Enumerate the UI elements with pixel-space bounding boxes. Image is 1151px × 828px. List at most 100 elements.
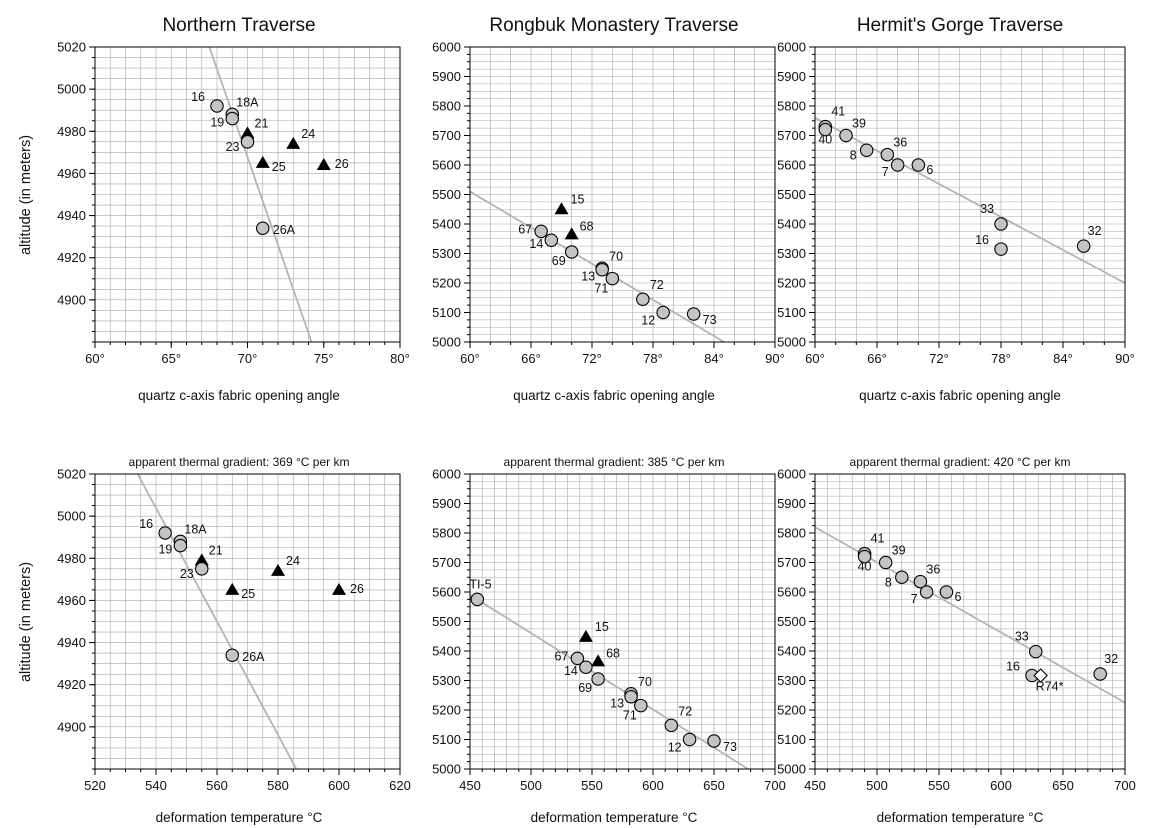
grid-lines [814,473,1126,770]
data-point-circle [994,217,1008,231]
x-tick-label: 80° [390,351,410,366]
data-point-label: TI-5 [469,577,491,591]
panel-northern-traverse-temperature: apparent thermal gradient: 369 °C per km… [57,455,411,825]
thermal-gradient-caption: apparent thermal gradient: 420 °C per km [850,455,1071,469]
y-tick-label: 5900 [432,69,461,84]
x-tick-label: 500 [866,778,888,793]
data-point-circle [579,660,593,674]
y-tick-label: 5500 [777,614,806,629]
data-point-circle [595,262,609,277]
y-tick-label: 5100 [432,305,461,320]
x-tick-label: 620 [389,778,411,793]
y-tick-label: 5000 [57,82,86,97]
x-tick-label: 700 [1114,778,1136,793]
data-point-circle [591,672,605,686]
y-tick-label: 4920 [57,677,86,692]
data-point-label: 25 [272,160,286,174]
x-tick-label: 65° [161,351,181,366]
data-point-circle [210,99,224,113]
y-tick-label: 5020 [57,467,86,482]
data-point-circle [919,585,934,599]
x-tick-label: 450 [804,778,826,793]
data-point-label: 15 [571,192,585,206]
data-point-label: 32 [1104,652,1118,666]
data-point-label: 8 [850,148,857,162]
data-point-circle [656,305,670,320]
y-tick-label: 4960 [57,593,86,608]
panel-title: Northern Traverse [162,15,315,36]
data-point-label: 21 [209,543,223,557]
data-point-label: 26 [335,157,349,171]
y-tick-label: 5000 [777,762,806,777]
data-point-label: 8 [885,575,892,589]
y-tick-label: 5200 [432,703,461,718]
data-point-triangle [255,155,270,168]
y-tick-label: 5000 [57,509,86,524]
y-tick-label: 5600 [777,585,806,600]
data-point-label: 68 [606,646,620,660]
thermal-gradient-caption: apparent thermal gradient: 369 °C per km [129,455,350,469]
x-axis-label: deformation temperature °C [531,810,698,825]
data-point-circle [225,111,240,126]
y-tick-label: 4980 [57,124,86,139]
y-tick-label: 5600 [432,158,461,173]
x-tick-label: 72° [929,351,949,366]
data-point-label: 16 [191,90,205,104]
y-tick-label: 5000 [777,335,806,350]
y-tick-label: 5400 [777,217,806,232]
y-tick-label: 4940 [57,208,86,223]
x-axis-label: deformation temperature °C [877,810,1044,825]
data-point-circle [240,135,255,149]
x-tick-label: 90° [1115,351,1135,366]
data-point-label: 67 [518,222,532,236]
x-tick-label: 540 [145,778,167,793]
data-point-circle [634,698,648,713]
y-tick-label: 5100 [777,305,806,320]
x-tick-label: 520 [84,778,106,793]
data-point-circle [1076,239,1091,253]
data-point-label: 73 [703,313,717,327]
y-tick-label: 6000 [432,40,461,55]
y-tick-label: 5900 [432,496,461,511]
data-point-circle [686,307,701,321]
data-point-label: 69 [552,254,566,268]
data-point-label: 26A [242,650,265,664]
data-point-label: 36 [893,136,907,150]
y-tick-label: 5100 [777,732,806,747]
data-point-diamond [1033,668,1048,683]
y-tick-label: 4960 [57,166,86,181]
data-point-triangle [194,553,209,566]
data-point-label: 21 [255,116,269,130]
panel-northern-traverse-opening-angle: Northern Traverse 16 18A 19 21 23 24 25 26 26A 6… [57,15,410,403]
y-tick-label: 5500 [432,614,461,629]
y-tick-label: 5900 [777,496,806,511]
data-point-circle [195,562,209,576]
data-point-label: 14 [564,664,578,678]
data-point-label: 32 [1088,224,1102,238]
data-point-label: 40 [818,133,832,147]
data-point-circle [880,147,895,162]
data-point-label: 16 [1006,659,1020,673]
x-axis-label: quartz c-axis fabric opening angle [859,388,1061,403]
x-axis-label: quartz c-axis fabric opening angle [513,388,715,403]
data-point-label: 41 [871,532,885,546]
y-tick-label: 4900 [57,292,86,307]
data-point-triangle [225,582,240,595]
data-point-label: 7 [882,165,889,179]
y-tick-label: 5200 [432,276,461,291]
y-tick-label: 5000 [432,335,461,350]
data-point-triangle [240,126,255,139]
data-point-circle [624,689,638,704]
x-tick-label: 78° [991,351,1011,366]
data-point-triangle [578,629,593,642]
x-tick-label: 650 [703,778,725,793]
x-tick-label: 650 [1052,778,1074,793]
data-point-circle [255,221,270,235]
data-point-circle [857,549,872,564]
panel-rongbuk-monastery-temperature: apparent thermal gradient: 385 °C per km… [432,455,786,825]
data-point-circle [534,224,548,239]
data-point-triangle [316,158,331,170]
data-point-circle [173,538,188,553]
data-point-circle [994,242,1008,256]
x-tick-label: 580 [267,778,289,793]
